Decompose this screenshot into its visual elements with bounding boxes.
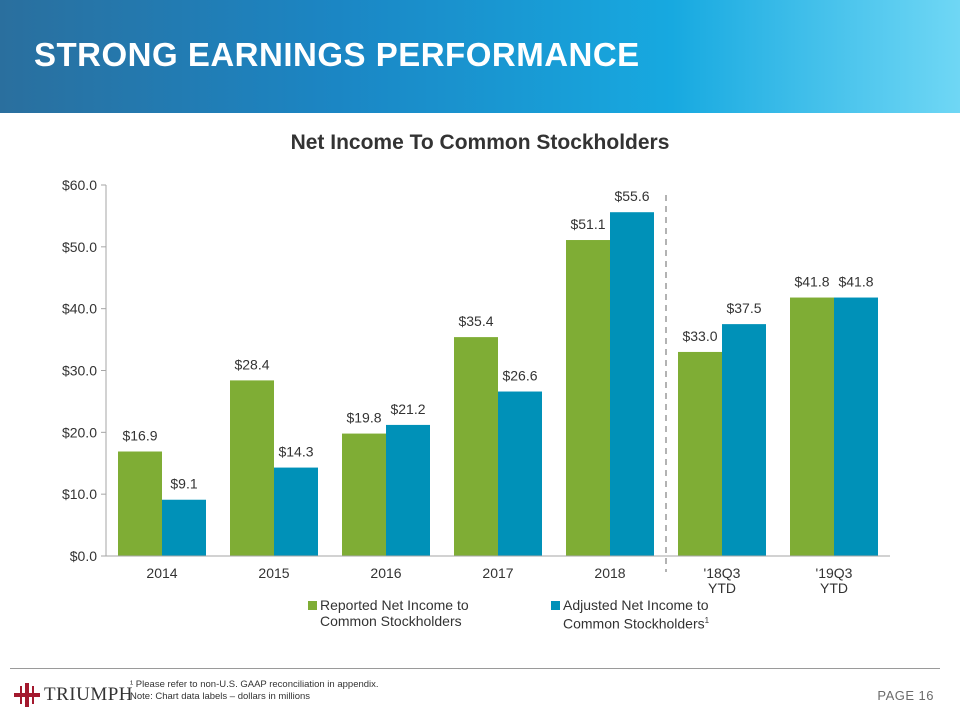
data-label: $21.2 [390,401,425,417]
footnote-gaap: ¹ Please refer to non-U.S. GAAP reconcil… [130,679,379,690]
x-tick-label: 2018 [594,565,625,581]
data-label: $37.5 [726,300,761,316]
chart-title: Net Income To Common Stockholders [290,131,670,154]
data-label: $26.6 [502,368,537,384]
data-label: $35.4 [458,313,493,329]
legend-swatch-reported [308,601,317,610]
page-number-value: 16 [918,688,934,703]
x-tick-label: 2015 [258,565,289,581]
data-label: $9.1 [170,476,197,492]
bar-adjusted [162,499,206,556]
logo-text: TRIUMPH [44,684,134,705]
bar-reported [678,351,722,556]
page-label: PAGE [877,688,915,703]
x-tick-label-line: YTD [820,580,848,596]
data-label: $51.1 [570,216,605,232]
page-title: STRONG EARNINGS PERFORMANCE [34,36,640,73]
bar-reported [230,380,274,556]
x-tick-label: '18Q3 YTD [704,565,741,596]
bar-reported [790,297,834,556]
x-tick-label-line: 2017 [482,565,513,581]
bar-adjusted [834,297,878,556]
bar-adjusted [498,391,542,556]
bar-reported [342,433,386,556]
legend-label-adjusted: Adjusted Net Income to Common Stockholde… [563,597,709,632]
x-tick-label-line: 2014 [146,565,177,581]
footnote-note: Note: Chart data labels – dollars in mil… [130,691,311,702]
triumph-logo-icon [14,683,40,707]
x-tick-label-line: YTD [708,580,736,596]
page-number: PAGE 16 [877,688,934,703]
bar-reported [454,337,498,556]
data-label: $14.3 [278,444,313,460]
x-tick-label-line: '18Q3 [704,565,741,581]
y-tick-label: $10.0 [62,486,97,502]
x-tick-label-line: 2016 [370,565,401,581]
y-tick-label: $0.0 [70,548,97,564]
data-label: $19.8 [346,410,381,426]
footer-divider [10,668,940,669]
legend-line: Adjusted Net Income to [563,597,709,613]
x-tick-label-line: '19Q3 [816,565,853,581]
header-banner: STRONG EARNINGS PERFORMANCE [0,0,960,113]
y-tick-label: $60.0 [62,177,97,193]
legend-swatch-adjusted [551,601,560,610]
data-label: $28.4 [234,356,269,372]
x-tick-label: 2017 [482,565,513,581]
legend-line: Reported Net Income to [320,597,469,613]
x-tick-label: '19Q3 YTD [816,565,853,596]
data-label: $33.0 [682,328,717,344]
bar-adjusted [386,424,430,556]
legend-line: Common Stockholders [320,613,462,629]
legend-line: Common Stockholders1 [563,613,709,632]
x-tick-label-line: 2018 [594,565,625,581]
x-tick-label: 2016 [370,565,401,581]
x-tick-label-line: 2015 [258,565,289,581]
y-tick-label: $40.0 [62,301,97,317]
bar-adjusted [722,324,766,556]
y-tick-label: $20.0 [62,424,97,440]
data-label: $16.9 [122,428,157,444]
footnote-marker: 1 [704,616,710,625]
x-tick-label: 2014 [146,565,177,581]
legend-label-reported: Reported Net Income to Common Stockholde… [320,597,469,629]
y-tick-label: $30.0 [62,363,97,379]
data-label: $41.8 [794,274,829,290]
bar-adjusted [274,467,318,556]
bar-reported [566,240,610,556]
bar-chart: $0.0 $10.0 $20.0 $30.0 $40.0 $50.0 $60.0 $16.9 $… [62,177,890,596]
legend-line-text: Common Stockholders [563,615,705,632]
bar-adjusted [610,212,654,556]
bar-reported [118,451,162,556]
y-tick-label: $50.0 [62,239,97,255]
data-label: $55.6 [614,188,649,204]
data-label: $41.8 [838,274,873,290]
